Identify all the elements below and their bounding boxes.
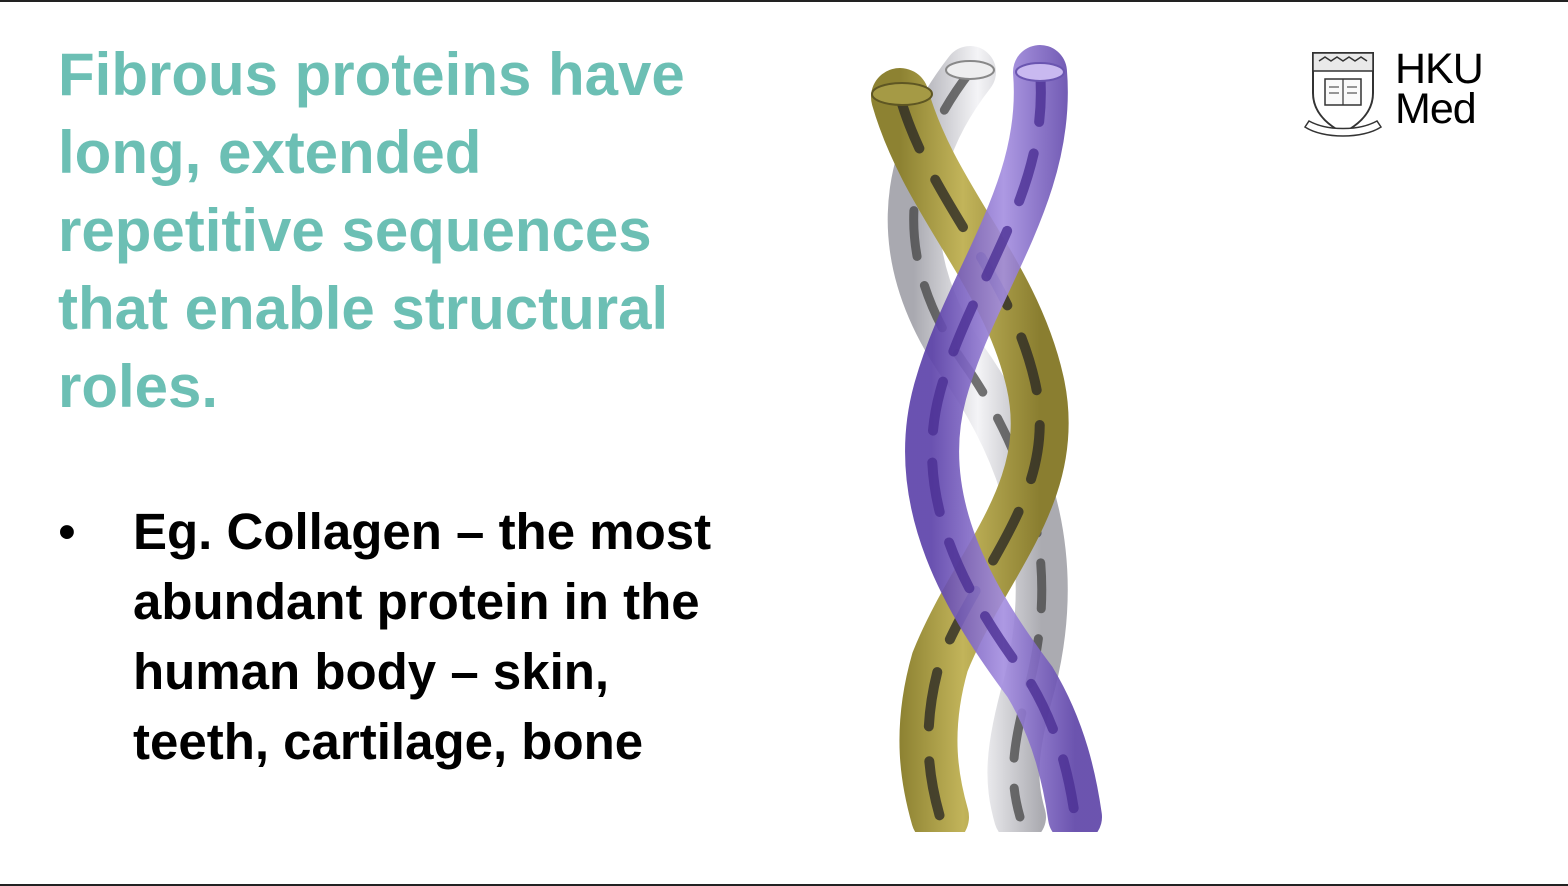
title-line: that enable structural xyxy=(58,270,818,348)
title-line: long, extended xyxy=(58,114,818,192)
bullet-line: human body – skin, xyxy=(133,637,711,707)
bullet-item: • Eg. Collagen – the most abundant prote… xyxy=(58,497,818,777)
slide-title: Fibrous proteins have long, extended rep… xyxy=(58,36,818,426)
title-line: repetitive sequences xyxy=(58,192,818,270)
logo-wordmark: HKU Med xyxy=(1395,49,1483,129)
bullet-line: Eg. Collagen – the most xyxy=(133,497,711,567)
logo-line-hku: HKU xyxy=(1395,49,1483,89)
hku-med-logo: HKU Med xyxy=(1303,47,1503,142)
hku-crest-icon xyxy=(1303,47,1383,142)
bullet-list: • Eg. Collagen – the most abundant prote… xyxy=(58,497,818,777)
bullet-line: teeth, cartilage, bone xyxy=(133,707,711,777)
bullet-marker: • xyxy=(58,497,133,567)
collagen-triple-helix-icon xyxy=(860,42,1110,832)
title-line: Fibrous proteins have xyxy=(58,36,818,114)
bullet-line: abundant protein in the xyxy=(133,567,711,637)
bullet-text: Eg. Collagen – the most abundant protein… xyxy=(133,497,711,777)
logo-line-med: Med xyxy=(1395,89,1483,129)
collagen-triple-helix-figure xyxy=(860,42,1110,832)
title-line: roles. xyxy=(58,348,818,426)
